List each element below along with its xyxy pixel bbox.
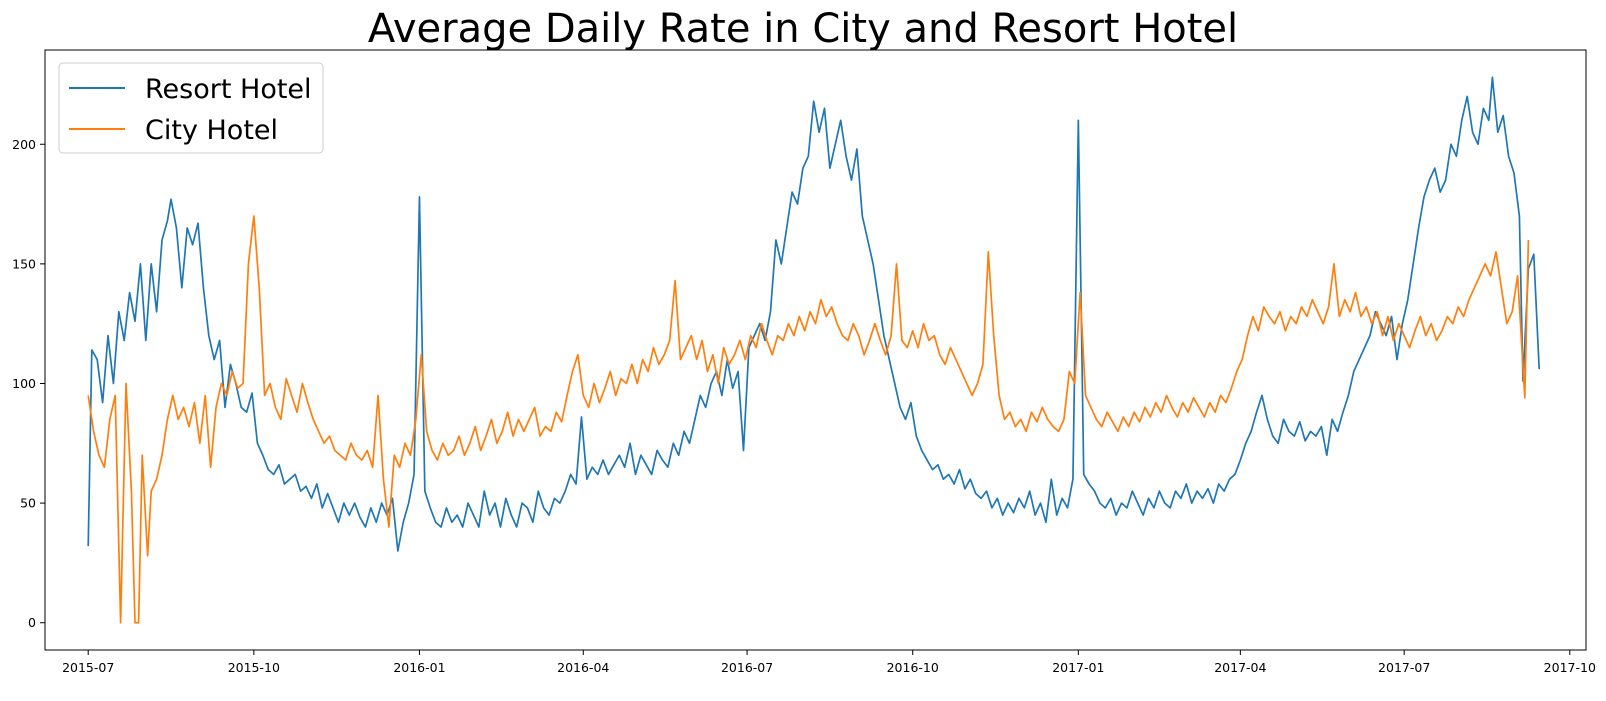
legend: Resort Hotel City Hotel bbox=[58, 62, 324, 154]
series-layer bbox=[87, 76, 1541, 624]
x-tick-label: 2016-04 bbox=[557, 660, 609, 675]
x-tick-label: 2016-07 bbox=[721, 660, 773, 675]
y-tick-label: 200 bbox=[12, 137, 36, 152]
x-tick-label: 2017-04 bbox=[1214, 660, 1266, 675]
legend-box bbox=[58, 62, 324, 154]
y-tick-label: 150 bbox=[12, 256, 36, 271]
chart-title: Average Daily Rate in City and Resort Ho… bbox=[368, 6, 1238, 52]
series-line-resort-hotel bbox=[87, 76, 1541, 552]
x-tick-label: 2017-10 bbox=[1544, 660, 1596, 675]
x-tick-label: 2016-01 bbox=[393, 660, 445, 675]
x-tick-label: 2016-10 bbox=[887, 660, 939, 675]
plot-area-frame bbox=[44, 49, 1587, 651]
y-tick-label: 0 bbox=[28, 615, 36, 630]
y-tick-label: 100 bbox=[12, 376, 36, 391]
x-axis: 2015-07 2015-10 2016-01 2016-04 2016-07 2016-… bbox=[62, 650, 1596, 675]
legend-label: City Hotel bbox=[145, 115, 278, 146]
x-tick-label: 2015-10 bbox=[228, 660, 280, 675]
x-tick-label: 2017-07 bbox=[1378, 660, 1430, 675]
y-axis: 0 50 100 150 200 bbox=[12, 137, 45, 630]
y-tick-label: 50 bbox=[20, 496, 36, 511]
x-tick-label: 2015-07 bbox=[62, 660, 114, 675]
series-line-city-hotel bbox=[87, 215, 1530, 624]
x-tick-label: 2017-01 bbox=[1052, 660, 1104, 675]
legend-label: Resort Hotel bbox=[145, 74, 312, 105]
